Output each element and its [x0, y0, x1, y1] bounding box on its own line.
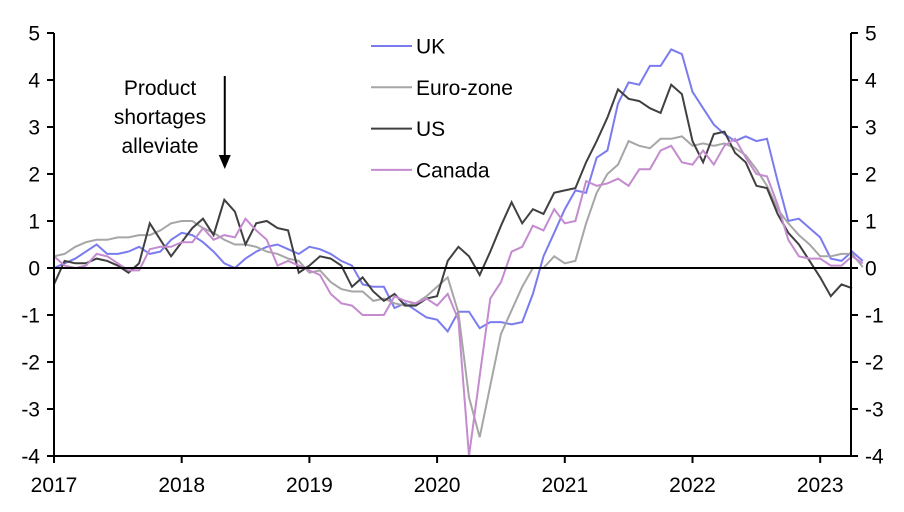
series-line-us — [53, 82, 853, 307]
left-y-tick-label: -3 — [21, 399, 40, 422]
right-y-tick-label: 1 — [865, 211, 877, 234]
series-line-euro-zone — [53, 135, 864, 438]
plot-lines — [53, 48, 864, 457]
annotation-text: shortages — [114, 106, 206, 129]
left-y-tick-label: 3 — [28, 117, 40, 140]
legend-label: UK — [416, 36, 445, 59]
legend-label: Canada — [416, 159, 490, 182]
left-y-tick-label: 5 — [28, 23, 40, 46]
left-y-tick-label: 1 — [28, 211, 40, 234]
right-y-tick-label: 0 — [865, 258, 877, 281]
right-y-tick-label: -2 — [865, 352, 884, 375]
x-tick-label: 2023 — [797, 474, 844, 497]
legend-label: US — [416, 118, 445, 141]
axes: 5 5 4 4 3 3 2 2 1 1 0 0 -1 -1 -2 -2 -3 -3 -4 -4 2017 2018 2019… — [21, 23, 884, 498]
right-y-tick-label: 5 — [865, 23, 877, 46]
left-y-tick-label: 2 — [28, 164, 40, 187]
left-y-tick-label: -1 — [21, 305, 40, 328]
arrow-down-icon — [218, 155, 231, 169]
legend-label: Euro-zone — [416, 77, 513, 100]
annotation-text: alleviate — [121, 135, 198, 158]
x-tick-label: 2018 — [158, 474, 205, 497]
right-y-tick-label: -1 — [865, 305, 884, 328]
right-y-tick-label: 4 — [865, 70, 877, 93]
x-tick-label: 2019 — [286, 474, 333, 497]
series-line-canada — [53, 137, 864, 457]
annotation: Product shortages alleviate — [114, 76, 231, 169]
legend: UK Euro-zone US Canada — [371, 36, 513, 182]
left-y-tick-label: -4 — [21, 446, 40, 469]
x-tick-label: 2022 — [669, 474, 716, 497]
x-tick-label: 2017 — [31, 474, 78, 497]
right-y-tick-label: 2 — [865, 164, 877, 187]
left-y-tick-label: 0 — [28, 258, 40, 281]
left-y-tick-label: -2 — [21, 352, 40, 375]
right-y-tick-label: -4 — [865, 446, 884, 469]
annotation-text: Product — [124, 77, 197, 100]
x-tick-label: 2020 — [414, 474, 461, 497]
x-tick-label: 2021 — [541, 474, 588, 497]
right-y-tick-label: -3 — [865, 399, 884, 422]
left-y-tick-label: 4 — [28, 70, 40, 93]
right-y-tick-label: 3 — [865, 117, 877, 140]
